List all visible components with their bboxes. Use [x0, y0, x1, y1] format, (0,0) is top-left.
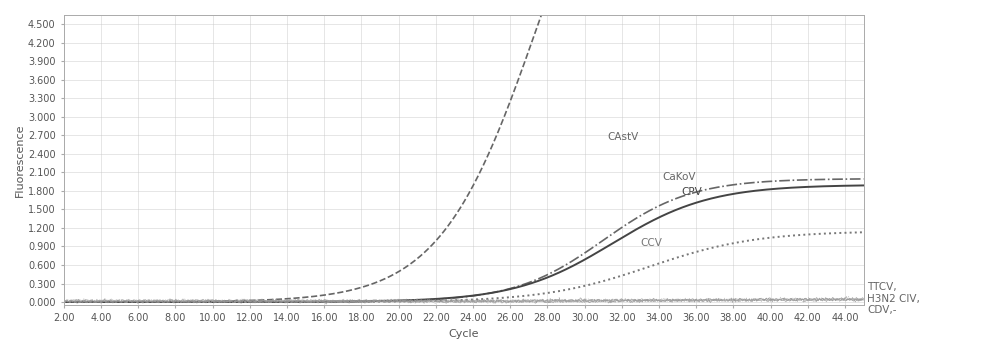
Text: TTCV,
H3N2 CIV,
CDV,-: TTCV, H3N2 CIV, CDV,- [867, 282, 920, 315]
Text: CaKoV: CaKoV [663, 172, 696, 182]
Text: CAstV: CAstV [607, 132, 638, 142]
X-axis label: Cycle: Cycle [448, 329, 479, 339]
Text: CCV: CCV [640, 238, 662, 248]
Y-axis label: Fluorescence: Fluorescence [15, 123, 25, 197]
Text: CPV: CPV [681, 187, 702, 197]
